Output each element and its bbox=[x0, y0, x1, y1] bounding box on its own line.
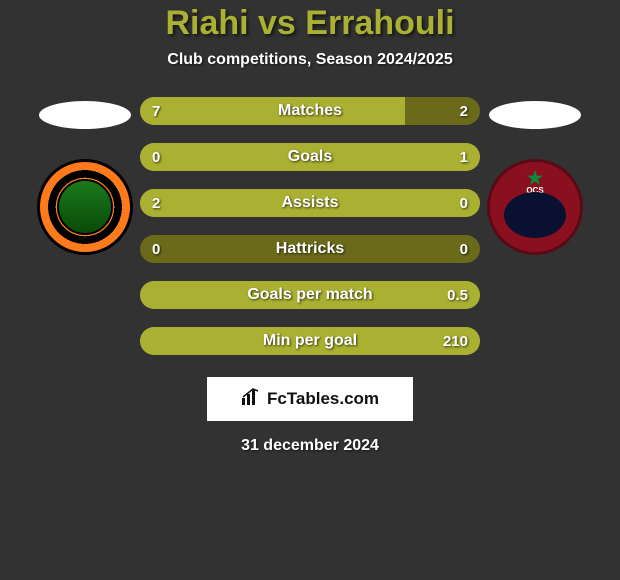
brand-text: FcTables.com bbox=[267, 389, 379, 409]
stat-fill-left bbox=[140, 97, 405, 125]
left-club-badge-inner bbox=[57, 179, 113, 235]
stat-value-right: 210 bbox=[443, 333, 468, 350]
left-club-column bbox=[30, 97, 140, 255]
stat-label: Assists bbox=[282, 194, 339, 212]
stat-label: Min per goal bbox=[263, 332, 357, 350]
stat-value-right: 2 bbox=[460, 103, 468, 120]
stat-bar: 2 Assists 0 bbox=[140, 189, 480, 217]
footer-date: 31 december 2024 bbox=[241, 437, 379, 455]
stat-label: Goals per match bbox=[247, 286, 372, 304]
stat-bar: 0 Hattricks 0 bbox=[140, 235, 480, 263]
stat-value-left: 7 bbox=[152, 103, 160, 120]
stat-label: Hattricks bbox=[276, 240, 344, 258]
stat-bar: 7 Matches 2 bbox=[140, 97, 480, 125]
stat-label: Matches bbox=[278, 102, 342, 120]
right-player-ellipse bbox=[489, 101, 581, 129]
brand-footer: FcTables.com bbox=[207, 377, 413, 421]
stat-bar: Min per goal 210 bbox=[140, 327, 480, 355]
stat-value-right: 0.5 bbox=[447, 287, 468, 304]
right-club-column: ★ OCS bbox=[480, 97, 590, 255]
page-title: Riahi vs Errahouli bbox=[165, 4, 454, 43]
stat-bar: 0 Goals 1 bbox=[140, 143, 480, 171]
stat-value-right: 1 bbox=[460, 149, 468, 166]
stat-value-right: 0 bbox=[460, 195, 468, 212]
main-row: 7 Matches 2 0 Goals 1 2 Assists 0 0 Hattricks 0 Goal… bbox=[0, 97, 620, 355]
stat-bar: Goals per match 0.5 bbox=[140, 281, 480, 309]
stat-value-right: 0 bbox=[460, 241, 468, 258]
left-player-ellipse bbox=[39, 101, 131, 129]
right-club-badge: ★ OCS bbox=[487, 159, 583, 255]
left-club-badge bbox=[37, 159, 133, 255]
infographic-container: Riahi vs Errahouli Club competitions, Se… bbox=[0, 0, 620, 580]
stat-value-left: 2 bbox=[152, 195, 160, 212]
page-subtitle: Club competitions, Season 2024/2025 bbox=[167, 51, 452, 69]
chart-icon bbox=[241, 388, 261, 411]
stats-bars: 7 Matches 2 0 Goals 1 2 Assists 0 0 Hattricks 0 Goal… bbox=[140, 97, 480, 355]
right-club-badge-oval bbox=[504, 192, 566, 238]
stat-value-left: 0 bbox=[152, 241, 160, 258]
stat-value-left: 0 bbox=[152, 149, 160, 166]
stat-label: Goals bbox=[288, 148, 332, 166]
